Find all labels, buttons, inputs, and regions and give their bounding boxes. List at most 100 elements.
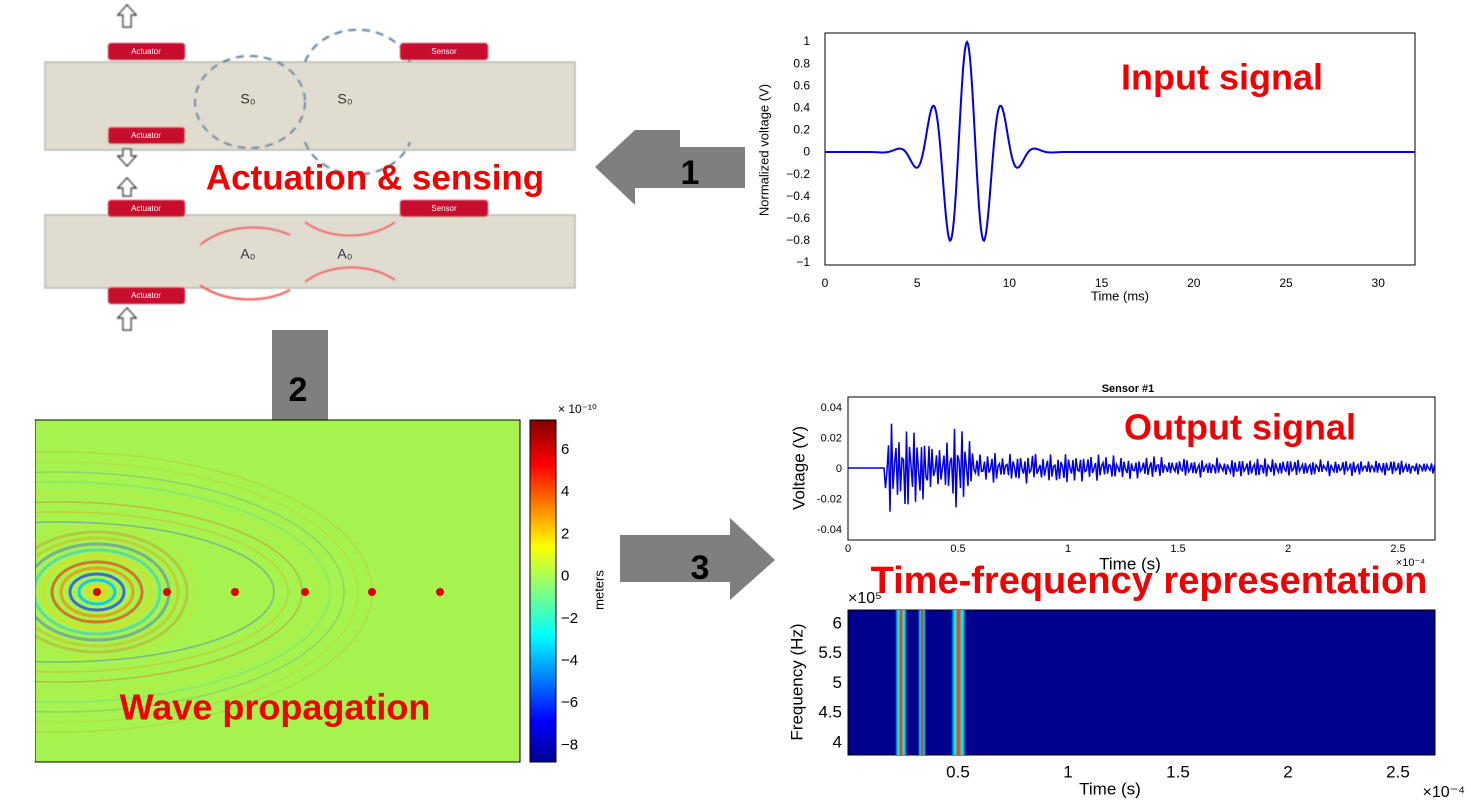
- x-tick-label: 15: [1095, 276, 1109, 290]
- input-waveform: [825, 39, 1415, 243]
- actuator: [108, 200, 185, 217]
- plate-diagram: [44, 3, 576, 331]
- sensor: [400, 43, 488, 60]
- spectrogram: [847, 609, 1436, 756]
- y-tick-label: −0.8: [786, 233, 810, 247]
- ripple: [50, 560, 144, 624]
- x-tick-label: 1.5: [1170, 543, 1185, 555]
- x-tick-label: 2: [1285, 543, 1291, 555]
- sensor-label: Sensor: [431, 47, 457, 56]
- actuator-label: Actuator: [131, 47, 161, 56]
- y-tick-label: 5: [833, 673, 842, 692]
- sensor-dot: [231, 588, 239, 596]
- arrow-up: [116, 306, 138, 331]
- y-tick-label: −8: [561, 736, 578, 753]
- actuator-label: Actuator: [131, 291, 161, 300]
- y-tick-label: −4: [561, 652, 578, 669]
- sensor-dot: [368, 588, 376, 596]
- x-tick-label: 1: [1063, 762, 1072, 781]
- actuator-label: Actuator: [131, 204, 161, 213]
- mode-label: A₀: [337, 246, 352, 262]
- y-tick-label: 5.5: [818, 643, 842, 662]
- y-label: Voltage (V): [789, 426, 808, 510]
- arrow-down: [116, 148, 138, 168]
- y-tick-label: 0: [561, 568, 569, 585]
- x-tick-label: 1: [1065, 543, 1071, 555]
- sensor-label: Sensor: [431, 204, 457, 213]
- x-label: Time (ms): [1091, 288, 1149, 303]
- x-tick-label: 0: [822, 276, 829, 290]
- sensor-dot: [436, 588, 444, 596]
- ripple: [0, 511, 289, 673]
- a0-wave: [199, 221, 396, 301]
- y-tick-label: 0.6: [793, 78, 810, 92]
- colorbar-label: meters: [591, 570, 606, 610]
- tf-band: [895, 610, 907, 755]
- title: Time-frequency representation: [871, 560, 1428, 602]
- sensor: [400, 200, 488, 217]
- output-waveform: [848, 423, 1436, 512]
- x-tick-label: 0.5: [950, 543, 965, 555]
- y-tick-label: 0.02: [821, 432, 842, 444]
- y-tick-label: 0.04: [821, 402, 842, 414]
- y-tick-label: 6: [561, 441, 569, 458]
- arrow-up: [116, 176, 138, 197]
- actuator: [108, 43, 185, 60]
- y-tick-label: 0.2: [793, 123, 810, 137]
- title: Input signal: [1121, 57, 1323, 98]
- step-number: 3: [691, 549, 710, 587]
- plate: [44, 214, 576, 289]
- x-tick-label: 20: [1187, 276, 1201, 290]
- y-tick-label: −0.4: [786, 189, 810, 203]
- y-tick-label: 0.4: [793, 100, 810, 114]
- y-tick-label: −6: [561, 694, 578, 711]
- y-label: Frequency (Hz): [787, 623, 806, 740]
- actuator: [108, 127, 185, 144]
- step-arrow: [620, 518, 775, 600]
- sensor-dot: [301, 588, 309, 596]
- step-number: 2: [289, 371, 308, 409]
- ripple: [0, 524, 198, 660]
- caption: Actuation & sensing: [206, 158, 544, 197]
- title: Wave propagation: [120, 687, 431, 728]
- ripple: [86, 584, 108, 600]
- arrow-up: [116, 3, 138, 28]
- y-tick-label: 4.5: [818, 703, 842, 722]
- x-tick-label: 25: [1279, 276, 1293, 290]
- ripple: [0, 481, 331, 703]
- x-tick-label: 30: [1372, 276, 1386, 290]
- x-tick-label: 0: [845, 543, 851, 555]
- colorbar-exponent: × 10⁻¹⁰: [558, 402, 597, 416]
- x-label: Time (s): [1099, 554, 1161, 573]
- ripple: [68, 572, 126, 612]
- y-tick-label: 0: [836, 463, 842, 475]
- sensor-dot: [163, 588, 171, 596]
- y-tick-label: 4: [561, 483, 569, 500]
- mode-label: S₀: [337, 91, 352, 107]
- ripples: [0, 420, 444, 762]
- y-tick-label: 0.8: [793, 56, 810, 70]
- x-exponent: ×10⁻⁴: [1423, 784, 1466, 801]
- y-tick-label: −0.2: [786, 167, 810, 181]
- ripple: [59, 566, 135, 618]
- actuator-label: Actuator: [131, 131, 161, 140]
- step-arrow: [595, 130, 745, 205]
- step-number: 1: [681, 154, 700, 192]
- mode-label: S₀: [240, 91, 255, 107]
- colorbar: [529, 419, 557, 763]
- sensor-dot: [93, 588, 101, 596]
- y-tick-label: 6: [833, 613, 842, 632]
- tf-band: [951, 610, 966, 755]
- y-label: Normalized voltage (V): [756, 84, 771, 216]
- ripple-clip: [0, 420, 35, 762]
- y-tick-label: 0: [803, 145, 810, 159]
- ripple: [0, 521, 275, 663]
- ripple: [77, 578, 117, 606]
- x-tick-label: 1.5: [1166, 762, 1190, 781]
- s0-wave: [194, 55, 306, 149]
- y-tick-label: 1: [803, 34, 810, 48]
- ripple: [41, 554, 153, 630]
- input-axes: [824, 32, 1416, 266]
- x-tick-label: 2: [1283, 762, 1292, 781]
